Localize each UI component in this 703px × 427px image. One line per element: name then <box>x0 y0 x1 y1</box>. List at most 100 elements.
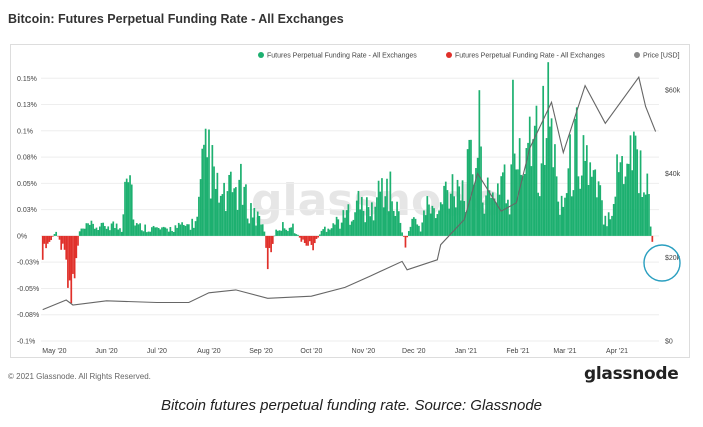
funding-bar-positive <box>283 228 286 236</box>
funding-bar-positive <box>135 223 138 236</box>
funding-bar-positive <box>211 145 214 236</box>
funding-bar-positive <box>166 228 168 236</box>
funding-bar-negative <box>406 235 408 238</box>
funding-bar-positive <box>365 197 368 236</box>
funding-bar-positive <box>421 222 424 236</box>
funding-bar-positive <box>636 149 639 236</box>
funding-bar-positive <box>374 206 377 236</box>
funding-bar-positive <box>186 224 189 236</box>
funding-bar-positive <box>256 211 259 236</box>
legend-swatch <box>634 52 640 58</box>
funding-bar-positive <box>574 118 576 236</box>
funding-bar-positive <box>560 195 563 236</box>
funding-bar-positive <box>638 193 640 236</box>
funding-bar-positive <box>606 226 608 236</box>
funding-bar-positive <box>203 144 205 236</box>
funding-bar-positive <box>379 191 382 236</box>
funding-bar-positive <box>261 224 264 236</box>
y-right-tick-label: $0 <box>665 339 673 346</box>
funding-bar-positive <box>137 224 140 236</box>
funding-bar-positive <box>495 202 498 236</box>
funding-bar-positive <box>236 209 239 236</box>
funding-bar-positive <box>572 190 575 236</box>
funding-bar-negative <box>68 235 71 281</box>
funding-bar-positive <box>522 175 524 236</box>
funding-bar-positive <box>224 211 227 236</box>
funding-bar-positive <box>604 215 607 236</box>
funding-bar-positive <box>407 231 410 236</box>
funding-bar-positive <box>372 220 375 236</box>
funding-bar-positive <box>507 199 509 236</box>
funding-bar-positive <box>532 139 534 236</box>
funding-bar-positive <box>367 207 370 236</box>
funding-bar-positive <box>481 202 484 236</box>
y-left-tick-label: -0.08% <box>17 312 39 319</box>
funding-bar-positive <box>100 222 103 236</box>
funding-bar-positive <box>555 176 558 236</box>
funding-bar-positive <box>458 186 461 236</box>
funding-bar-positive <box>280 230 283 236</box>
funding-bar-positive <box>184 225 187 236</box>
funding-bar-positive <box>473 184 476 236</box>
funding-bar-positive <box>251 217 254 236</box>
funding-bar-positive <box>98 226 101 236</box>
funding-bar-positive <box>602 224 605 236</box>
funding-bar-positive <box>401 232 403 236</box>
funding-bar-positive <box>235 187 237 236</box>
funding-bar-positive <box>95 227 98 236</box>
funding-bar-positive <box>627 163 630 236</box>
y-left-tick-label: 0.05% <box>17 181 37 188</box>
funding-bar-negative <box>315 235 318 239</box>
funding-bar-positive <box>82 228 84 236</box>
funding-bar-positive <box>542 85 545 236</box>
chart-card: Bitcoin: Futures Perpetual Funding Rate … <box>8 12 690 384</box>
funding-bar-negative <box>65 235 68 260</box>
funding-bar-positive <box>517 169 519 236</box>
funding-bar-positive <box>329 229 331 236</box>
funding-bar-negative <box>308 235 311 242</box>
funding-bar-positive <box>418 225 420 236</box>
funding-bar-positive <box>92 223 94 236</box>
funding-bar-positive <box>260 224 262 236</box>
funding-bar-positive <box>585 145 588 236</box>
funding-bar-positive <box>110 223 113 236</box>
funding-bar-positive <box>626 163 628 236</box>
funding-bar-positive <box>486 177 489 236</box>
funding-bar-positive <box>334 224 336 236</box>
funding-bar-positive <box>55 231 58 236</box>
funding-bar-positive <box>513 153 516 236</box>
funding-bar-positive <box>194 221 197 236</box>
y-right-tick-label: $60k <box>665 87 681 94</box>
funding-bar-positive <box>545 138 548 236</box>
funding-bar-positive <box>577 176 580 236</box>
funding-bar-positive <box>276 230 279 236</box>
funding-bar-positive <box>360 197 363 236</box>
funding-bar-negative <box>302 235 304 240</box>
funding-bar-positive <box>596 197 598 236</box>
funding-bar-positive <box>649 226 652 236</box>
funding-bar-positive <box>540 163 543 236</box>
funding-bar-positive <box>196 216 199 236</box>
funding-bar-positive <box>377 180 380 236</box>
funding-bar-positive <box>179 224 182 236</box>
funding-bar-positive <box>201 148 204 236</box>
funding-bar-positive <box>527 142 529 236</box>
funding-bar-positive <box>414 218 417 236</box>
funding-bar-positive <box>189 229 192 236</box>
funding-bar-positive <box>295 234 298 236</box>
funding-bar-positive <box>107 226 110 236</box>
funding-bar-positive <box>161 227 163 236</box>
funding-bar-positive <box>142 231 145 236</box>
funding-bar-positive <box>162 226 165 236</box>
funding-bar-positive <box>156 227 158 236</box>
funding-bar-positive <box>318 234 321 236</box>
funding-bar-positive <box>134 225 136 236</box>
funding-bar-positive <box>297 234 299 236</box>
funding-bar-positive <box>451 174 454 236</box>
y-left-tick-label: 0% <box>17 233 27 240</box>
funding-bar-positive <box>498 194 501 236</box>
funding-bar-positive <box>139 223 141 236</box>
funding-bar-positive <box>416 224 419 236</box>
funding-bar-positive <box>288 227 291 236</box>
funding-bar-positive <box>512 79 514 236</box>
